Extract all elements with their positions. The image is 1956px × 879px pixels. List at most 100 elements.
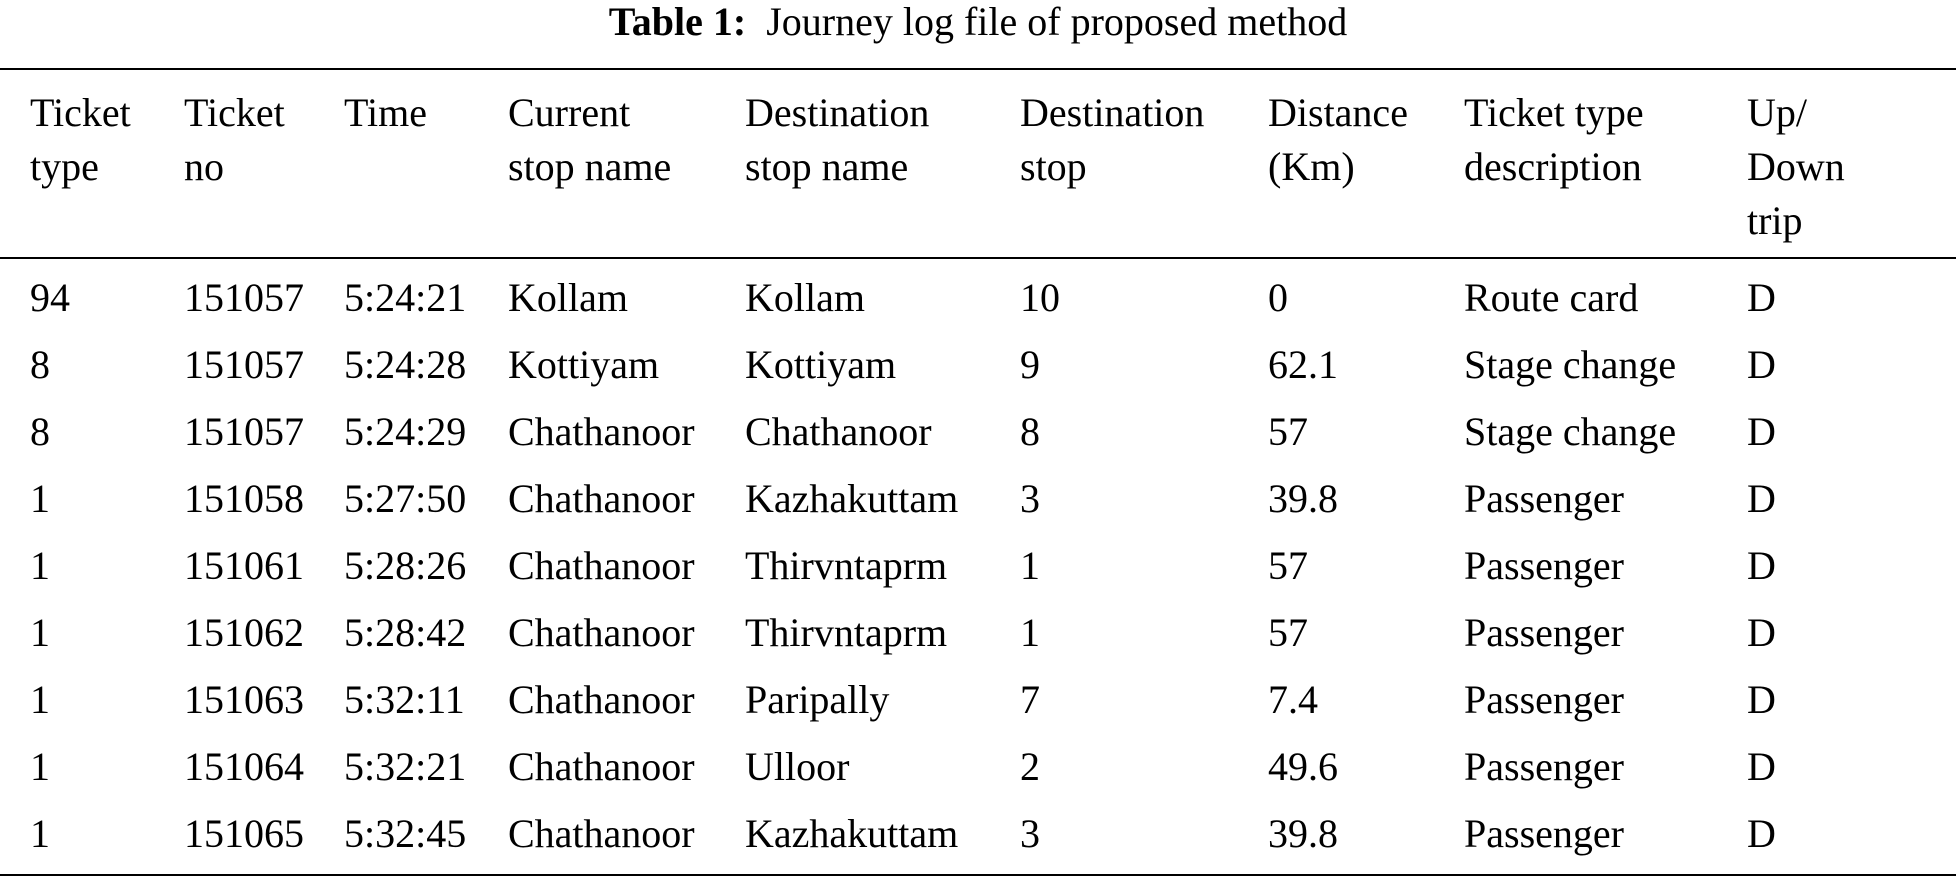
column-header-line: Time: [344, 90, 428, 135]
cell-current-stop-name: Kottiyam: [508, 342, 660, 387]
cell-destination-stop: 9: [1020, 342, 1040, 387]
cell-up-down-trip: D: [1747, 275, 1776, 320]
cell-up-down-trip: D: [1747, 610, 1776, 655]
cell-destination-stop-name: Kazhakuttam: [745, 811, 959, 856]
cell-distance-km: 39.8: [1268, 811, 1338, 856]
cell-up-down-trip: D: [1747, 677, 1776, 722]
cell-ticket-type-description: Passenger: [1464, 476, 1624, 521]
cell-destination-stop: 3: [1020, 476, 1040, 521]
cell-ticket-type-description: Passenger: [1464, 543, 1624, 588]
cell-ticket-no: 151064: [184, 744, 304, 789]
column-header-ticket-no: Ticket no: [184, 86, 285, 194]
column-header-up-down-trip: Up/Down trip: [1747, 86, 1845, 248]
cell-up-down-trip: D: [1747, 811, 1776, 856]
cell-ticket-no: 151062: [184, 610, 304, 655]
column-header-line: Up/: [1747, 90, 1807, 135]
cell-up-down-trip: D: [1747, 543, 1776, 588]
cell-time: 5:27:50: [344, 476, 467, 521]
cell-distance-km: 0: [1268, 275, 1288, 320]
column-header-line: stop name: [508, 144, 672, 189]
cell-distance-km: 57: [1268, 543, 1308, 588]
column-header-line: Current: [508, 90, 631, 135]
cell-ticket-no: 151065: [184, 811, 304, 856]
column-header-current-stop-name: Current stop name: [508, 86, 671, 194]
cell-ticket-type-description: Passenger: [1464, 744, 1624, 789]
table-caption-label: Table 1:: [608, 0, 747, 44]
cell-destination-stop: 3: [1020, 811, 1040, 856]
cell-ticket-type: 1: [30, 811, 50, 856]
cell-ticket-type: 8: [30, 409, 50, 454]
cell-ticket-type-description: Passenger: [1464, 610, 1624, 655]
table-row: 1 151058 5:27:50 Chathanoor Kazhakuttam 3 39.8…: [0, 465, 1956, 532]
cell-ticket-no: 151057: [184, 275, 304, 320]
cell-current-stop-name: Chathanoor: [508, 543, 695, 588]
cell-ticket-type-description: Stage change: [1464, 342, 1677, 387]
cell-ticket-type: 1: [30, 744, 50, 789]
cell-time: 5:24:28: [344, 342, 467, 387]
cell-ticket-type-description: Passenger: [1464, 677, 1624, 722]
table-row: 1 151061 5:28:26 Chathanoor Thirvntaprm 1 57 Pa…: [0, 532, 1956, 599]
cell-time: 5:32:21: [344, 744, 467, 789]
column-header-line: Ticket: [184, 90, 285, 135]
table-row: 1 151065 5:32:45 Chathanoor Kazhakuttam 3 39.8…: [0, 800, 1956, 867]
cell-time: 5:32:11: [344, 677, 465, 722]
cell-ticket-type: 8: [30, 342, 50, 387]
column-header-line: Ticket: [30, 90, 131, 135]
table-caption-text: Journey log file of proposed method: [766, 0, 1348, 44]
cell-current-stop-name: Chathanoor: [508, 610, 695, 655]
column-header-line: Ticket type: [1464, 90, 1644, 135]
cell-current-stop-name: Chathanoor: [508, 744, 695, 789]
cell-destination-stop: 2: [1020, 744, 1040, 789]
cell-up-down-trip: D: [1747, 342, 1776, 387]
cell-destination-stop-name: Thirvntaprm: [745, 610, 948, 655]
cell-up-down-trip: D: [1747, 409, 1776, 454]
cell-destination-stop-name: Ulloor: [745, 744, 850, 789]
cell-current-stop-name: Chathanoor: [508, 476, 695, 521]
cell-distance-km: 49.6: [1268, 744, 1338, 789]
cell-current-stop-name: Chathanoor: [508, 409, 695, 454]
cell-current-stop-name: Chathanoor: [508, 677, 695, 722]
column-header-line: Down: [1747, 144, 1845, 189]
cell-ticket-type: 1: [30, 677, 50, 722]
cell-ticket-no: 151057: [184, 409, 304, 454]
cell-time: 5:28:42: [344, 610, 467, 655]
table-row: 1 151064 5:32:21 Chathanoor Ulloor 2 49.6 Passe…: [0, 733, 1956, 800]
table-header-rule: [0, 257, 1956, 259]
column-header-line: description: [1464, 144, 1642, 189]
cell-destination-stop: 1: [1020, 610, 1040, 655]
cell-destination-stop: 7: [1020, 677, 1040, 722]
column-header-line: type: [30, 144, 99, 189]
cell-distance-km: 7.4: [1268, 677, 1318, 722]
cell-ticket-no: 151058: [184, 476, 304, 521]
table-bottom-rule: [0, 874, 1956, 876]
cell-time: 5:28:26: [344, 543, 467, 588]
table-row: 1 151062 5:28:42 Chathanoor Thirvntaprm 1 57 Pa…: [0, 599, 1956, 666]
cell-ticket-type-description: Stage change: [1464, 409, 1677, 454]
table-caption: Table 1: Journey log file of proposed me…: [0, 0, 1956, 62]
cell-distance-km: 57: [1268, 610, 1308, 655]
cell-ticket-no: 151061: [184, 543, 304, 588]
cell-distance-km: 39.8: [1268, 476, 1338, 521]
cell-destination-stop: 1: [1020, 543, 1040, 588]
cell-destination-stop-name: Kottiyam: [745, 342, 897, 387]
column-header-distance-km: Distance (Km): [1268, 86, 1408, 194]
cell-ticket-no: 151063: [184, 677, 304, 722]
cell-ticket-no: 151057: [184, 342, 304, 387]
cell-up-down-trip: D: [1747, 744, 1776, 789]
cell-time: 5:32:45: [344, 811, 467, 856]
cell-destination-stop-name: Paripally: [745, 677, 890, 722]
column-header-line: no: [184, 144, 224, 189]
cell-destination-stop-name: Thirvntaprm: [745, 543, 948, 588]
table-row: 8 151057 5:24:29 Chathanoor Chathanoor 8 57 Sta…: [0, 398, 1956, 465]
cell-ticket-type: 1: [30, 543, 50, 588]
cell-ticket-type: 94: [30, 275, 70, 320]
cell-time: 5:24:29: [344, 409, 467, 454]
column-header-ticket-type-description: Ticket type description: [1464, 86, 1644, 194]
column-header-destination-stop: Destination stop: [1020, 86, 1204, 194]
cell-ticket-type: 1: [30, 610, 50, 655]
table-row: 1 151063 5:32:11 Chathanoor Paripally 7 7.4 Pas…: [0, 666, 1956, 733]
column-header-ticket-type: Ticket type: [30, 86, 131, 194]
cell-destination-stop: 10: [1020, 275, 1060, 320]
cell-destination-stop: 8: [1020, 409, 1040, 454]
